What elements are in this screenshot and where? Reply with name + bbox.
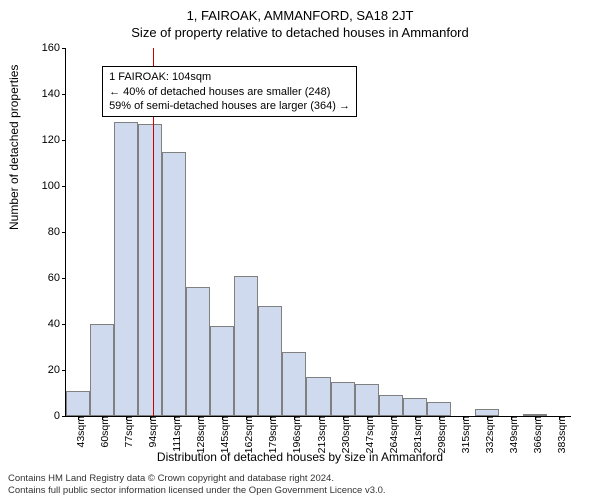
footer-attribution: Contains HM Land Registry data © Crown c… [8, 473, 386, 496]
title-main: 1, FAIROAK, AMMANFORD, SA18 2JT [0, 0, 600, 23]
bar [258, 306, 282, 416]
bar [210, 326, 234, 416]
y-tick-label: 160 [30, 42, 66, 54]
bar [186, 287, 210, 416]
x-tick-mark [294, 416, 295, 420]
x-tick-label: 60sqm [93, 416, 111, 448]
bar [331, 382, 355, 417]
x-tick-label: 332sqm [478, 416, 496, 453]
x-tick-mark [415, 416, 416, 420]
x-tick-mark [270, 416, 271, 420]
bar [475, 409, 499, 416]
x-tick-mark [319, 416, 320, 420]
bar [138, 124, 162, 416]
x-tick-label: 298sqm [430, 416, 448, 453]
x-tick-mark [487, 416, 488, 420]
y-tick-label: 80 [30, 226, 66, 238]
x-tick-label: 43sqm [69, 416, 87, 448]
x-tick-label: 315sqm [454, 416, 472, 453]
bar [234, 276, 258, 416]
annotation-line: 59% of semi-detached houses are larger (… [109, 99, 350, 113]
x-tick-label: 196sqm [285, 416, 303, 453]
y-tick-mark [62, 48, 66, 49]
x-tick-mark [535, 416, 536, 420]
x-tick-mark [367, 416, 368, 420]
x-tick-mark [126, 416, 127, 420]
x-tick-label: 383sqm [550, 416, 568, 453]
y-tick-mark [62, 140, 66, 141]
x-tick-mark [343, 416, 344, 420]
y-tick-mark [62, 370, 66, 371]
y-tick-label: 100 [30, 180, 66, 192]
y-tick-mark [62, 232, 66, 233]
x-tick-label: 111sqm [165, 416, 183, 452]
y-tick-label: 120 [30, 134, 66, 146]
y-tick-mark [62, 324, 66, 325]
bar [66, 391, 90, 416]
x-tick-label: 230sqm [334, 416, 352, 453]
y-tick-mark [62, 416, 66, 417]
x-tick-mark [463, 416, 464, 420]
annotation-box: 1 FAIROAK: 104sqm← 40% of detached house… [102, 66, 357, 117]
x-tick-mark [391, 416, 392, 420]
bar [282, 352, 306, 416]
bar [379, 395, 403, 416]
x-tick-mark [198, 416, 199, 420]
x-tick-label: 128sqm [189, 416, 207, 453]
x-tick-label: 145sqm [213, 416, 231, 453]
bar [162, 152, 186, 417]
bar [427, 402, 451, 416]
x-tick-mark [439, 416, 440, 420]
x-tick-label: 162sqm [237, 416, 255, 453]
x-tick-mark [246, 416, 247, 420]
x-tick-mark [174, 416, 175, 420]
bar [355, 384, 379, 416]
y-tick-label: 40 [30, 318, 66, 330]
x-tick-label: 94sqm [141, 416, 159, 448]
footer-line-1: Contains HM Land Registry data © Crown c… [8, 473, 386, 484]
annotation-line: 1 FAIROAK: 104sqm [109, 70, 350, 84]
x-tick-label: 366sqm [526, 416, 544, 453]
title-sub: Size of property relative to detached ho… [0, 23, 600, 40]
x-tick-mark [150, 416, 151, 420]
x-tick-label: 281sqm [406, 416, 424, 453]
x-tick-mark [511, 416, 512, 420]
x-tick-label: 349sqm [502, 416, 520, 453]
histogram-chart: 1 FAIROAK: 104sqm← 40% of detached house… [65, 48, 571, 417]
x-tick-label: 247sqm [358, 416, 376, 453]
y-tick-label: 60 [30, 272, 66, 284]
footer-line-2: Contains full public sector information … [8, 485, 386, 496]
x-tick-mark [222, 416, 223, 420]
x-tick-label: 77sqm [117, 416, 135, 448]
y-tick-mark [62, 94, 66, 95]
x-tick-label: 264sqm [382, 416, 400, 453]
x-tick-mark [78, 416, 79, 420]
bar [90, 324, 114, 416]
bar [114, 122, 138, 416]
x-axis-label: Distribution of detached houses by size … [157, 450, 443, 464]
x-tick-label: 213sqm [310, 416, 328, 453]
y-tick-mark [62, 278, 66, 279]
annotation-line: ← 40% of detached houses are smaller (24… [109, 85, 350, 99]
x-tick-mark [559, 416, 560, 420]
y-tick-label: 0 [30, 410, 66, 422]
x-tick-mark [102, 416, 103, 420]
y-tick-label: 20 [30, 364, 66, 376]
bar [306, 377, 330, 416]
y-axis-label: Number of detached properties [7, 65, 21, 230]
y-tick-label: 140 [30, 88, 66, 100]
x-tick-label: 179sqm [261, 416, 279, 453]
y-tick-mark [62, 186, 66, 187]
bar [403, 398, 427, 416]
